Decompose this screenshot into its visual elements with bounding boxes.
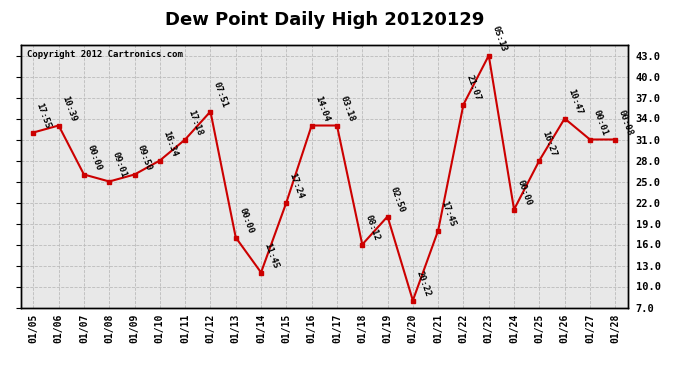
Text: 00:00: 00:00 bbox=[237, 206, 255, 235]
Text: 14:04: 14:04 bbox=[313, 94, 331, 123]
Text: Copyright 2012 Cartronics.com: Copyright 2012 Cartronics.com bbox=[27, 50, 183, 59]
Text: 03:18: 03:18 bbox=[338, 94, 356, 123]
Text: 00:01: 00:01 bbox=[591, 108, 609, 137]
Text: 08:12: 08:12 bbox=[364, 213, 382, 242]
Text: 17:55: 17:55 bbox=[34, 101, 52, 130]
Text: 09:50: 09:50 bbox=[136, 143, 154, 172]
Text: 17:18: 17:18 bbox=[186, 108, 204, 137]
Text: Dew Point Daily High 20120129: Dew Point Daily High 20120129 bbox=[165, 11, 484, 29]
Text: 09:01: 09:01 bbox=[110, 150, 128, 179]
Text: 10:39: 10:39 bbox=[60, 94, 78, 123]
Text: 02:50: 02:50 bbox=[389, 185, 406, 214]
Text: 16:34: 16:34 bbox=[161, 129, 179, 158]
Text: 00:08: 00:08 bbox=[617, 108, 634, 137]
Text: 00:00: 00:00 bbox=[86, 143, 103, 172]
Text: 10:47: 10:47 bbox=[566, 87, 584, 116]
Text: 00:00: 00:00 bbox=[515, 178, 533, 207]
Text: 21:07: 21:07 bbox=[465, 74, 482, 102]
Text: 17:45: 17:45 bbox=[440, 200, 457, 228]
Text: 17:24: 17:24 bbox=[288, 171, 306, 200]
Text: 16:27: 16:27 bbox=[541, 129, 558, 158]
Text: 07:51: 07:51 bbox=[212, 80, 230, 109]
Text: 20:22: 20:22 bbox=[414, 269, 432, 298]
Text: 05:13: 05:13 bbox=[490, 24, 508, 53]
Text: 11:45: 11:45 bbox=[262, 242, 280, 270]
